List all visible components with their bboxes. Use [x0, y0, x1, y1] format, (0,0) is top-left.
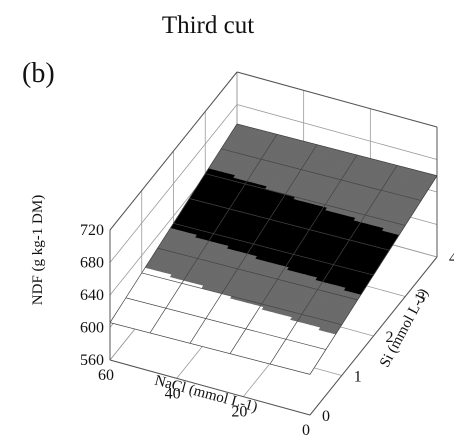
z-axis-label: NDF (g kg-1 DM) [30, 195, 46, 305]
z-tick-label: 600 [80, 320, 104, 337]
wall-gridline [236, 104, 438, 160]
z-tick-label: 720 [80, 222, 104, 239]
y-tick-label: 4 [449, 250, 454, 267]
z-tick-label: 640 [80, 287, 104, 304]
axis-edge [109, 359, 311, 416]
chart-title: Third cut [162, 12, 254, 39]
y-tick-label: 1 [354, 369, 362, 386]
y-tick-label: 0 [322, 408, 330, 425]
axis-edge [109, 71, 238, 231]
x-tick-label: 60 [98, 367, 114, 384]
response-surface [109, 123, 438, 375]
axis-edge [309, 256, 438, 416]
x-tick-label: 0 [302, 422, 310, 439]
panel-label: (b) [22, 58, 55, 89]
z-tick-label: 560 [80, 352, 104, 369]
axis-edge [236, 71, 438, 128]
z-tick-label: 680 [80, 255, 104, 272]
